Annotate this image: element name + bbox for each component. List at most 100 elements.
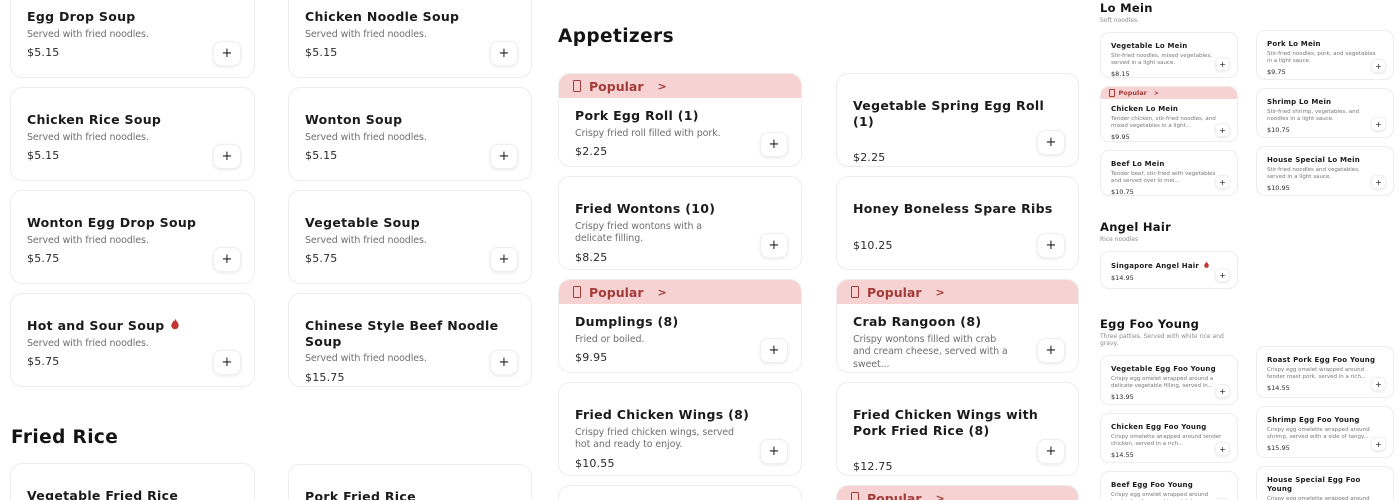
menu-item-card-cut[interactable] — [558, 485, 802, 500]
add-item-button[interactable]: + — [1215, 175, 1230, 189]
item-name: Chicken Egg Foo Young — [1111, 423, 1207, 431]
popular-badge[interactable]: Popular > — [559, 74, 801, 98]
menu-item-card[interactable]: Popular > Dumplings (8) Fried or boiled.… — [558, 279, 802, 373]
menu-column-appetizers-2: Vegetable Spring Egg Roll (1) $2.25 + Ho… — [836, 73, 1079, 500]
menu-item-card[interactable]: Vegetable Soup Served with fried noodles… — [288, 190, 532, 284]
menu-item-card[interactable]: Chinese Style Beef Noodle Soup Served wi… — [288, 293, 532, 387]
menu-item-card[interactable]: Vegetable Egg Foo Young Crispy egg omele… — [1100, 355, 1238, 405]
add-item-button[interactable]: + — [490, 247, 518, 272]
add-item-button[interactable]: + — [1371, 59, 1386, 73]
item-price: $15.75 — [305, 371, 345, 385]
add-item-button[interactable]: + — [760, 439, 788, 464]
add-item-button[interactable]: + — [1215, 123, 1230, 137]
section-subtitle: Three patties. Served with white rice an… — [1100, 333, 1224, 347]
section-subtitle: Rice noodles — [1100, 236, 1139, 243]
plus-icon: + — [1219, 444, 1226, 454]
menu-item-card[interactable]: Roast Pork Egg Foo Young Crispy egg omel… — [1256, 346, 1394, 398]
add-item-button[interactable]: + — [1371, 117, 1386, 131]
item-name: Beef Lo Mein — [1111, 160, 1165, 168]
popular-glyph-icon — [1109, 89, 1115, 97]
menu-item-card[interactable]: Popular > Chicken Lo Mein Tender chicken… — [1100, 86, 1238, 142]
add-item-button[interactable]: + — [213, 144, 241, 169]
menu-item-card-cut[interactable]: Popular > — [836, 485, 1079, 500]
menu-item-card[interactable]: Shrimp Lo Mein Stir-fried shrimp, vegeta… — [1256, 88, 1394, 138]
plus-icon: + — [1219, 59, 1226, 69]
item-name: Egg Drop Soup — [27, 9, 136, 24]
menu-item-card[interactable]: Chicken Noodle Soup Served with fried no… — [288, 0, 532, 78]
item-description: Served with fried noodles. — [27, 234, 149, 246]
add-item-button[interactable]: + — [1037, 338, 1065, 363]
item-price: $12.75 — [853, 460, 893, 474]
add-item-button[interactable]: + — [490, 350, 518, 375]
item-description: Fried or boiled. — [575, 333, 645, 345]
item-price: $5.75 — [305, 252, 338, 266]
item-name: Shrimp Lo Mein — [1267, 98, 1332, 106]
popular-badge[interactable]: Popular > — [559, 280, 801, 304]
menu-item-card[interactable]: Fried Chicken Wings with Pork Fried Rice… — [836, 382, 1079, 476]
item-price: $2.25 — [853, 151, 886, 165]
item-name: Pork Lo Mein — [1267, 40, 1321, 48]
add-item-button[interactable]: + — [1037, 233, 1065, 258]
item-price: $13.95 — [1111, 393, 1134, 402]
add-item-button[interactable]: + — [1215, 57, 1230, 71]
item-price: $8.15 — [1111, 70, 1130, 78]
add-item-button[interactable]: + — [1371, 437, 1386, 451]
item-description: Crispy omelette wrapped around tender ch… — [1111, 434, 1222, 448]
menu-item-card[interactable]: House Special Lo Mein Stir-fried noodles… — [1256, 146, 1394, 196]
menu-item-card[interactable]: Fried Chicken Wings (8) Crispy fried chi… — [558, 382, 802, 476]
menu-item-card[interactable]: Popular > Crab Rangoon (8) Crispy wonton… — [836, 279, 1079, 373]
popular-glyph-icon — [573, 286, 581, 298]
add-item-button[interactable]: + — [490, 144, 518, 169]
popular-badge[interactable]: Popular > — [837, 280, 1078, 304]
item-name: Fried Wontons (10) — [575, 201, 716, 216]
item-price: $9.95 — [1111, 133, 1130, 142]
item-name: Roast Pork Egg Foo Young — [1267, 356, 1376, 364]
menu-item-card[interactable]: Egg Drop Soup Served with fried noodles.… — [10, 0, 255, 78]
menu-item-card[interactable]: Pork Lo Mein Stir-fried noodles, pork, a… — [1256, 30, 1394, 80]
menu-item-card[interactable]: Chicken Rice Soup Served with fried nood… — [10, 87, 255, 181]
menu-item-card[interactable]: Popular > Pork Egg Roll (1) Crispy fried… — [558, 73, 802, 167]
item-description: Crispy egg omelet wrapped around tender … — [1267, 367, 1367, 381]
item-price: $10.55 — [575, 457, 615, 471]
popular-badge[interactable]: Popular > — [837, 486, 1078, 500]
add-item-button[interactable]: + — [1215, 268, 1230, 282]
menu-item-card[interactable]: Hot and Sour Soup Served with fried nood… — [10, 293, 255, 387]
add-item-button[interactable]: + — [1037, 439, 1065, 464]
plus-icon: + — [1045, 135, 1057, 150]
menu-item-card[interactable]: Singapore Angel Hair $14.95 + — [1100, 251, 1238, 289]
popular-label: Popular — [589, 284, 644, 300]
menu-item-card[interactable]: Pork Fried Rice — [288, 464, 532, 500]
add-item-button[interactable]: + — [213, 41, 241, 66]
menu-item-card[interactable]: Vegetable Lo Mein Stir-fried noodles, mi… — [1100, 32, 1238, 78]
add-item-button[interactable]: + — [1037, 130, 1065, 155]
add-item-button[interactable]: + — [213, 247, 241, 272]
add-item-button[interactable]: + — [760, 338, 788, 363]
menu-item-card-cut[interactable]: Beef Egg Foo Young Crispy egg omelet wra… — [1100, 471, 1238, 500]
add-item-button[interactable]: + — [1215, 442, 1230, 456]
menu-item-card[interactable]: Chicken Egg Foo Young Crispy omelette wr… — [1100, 413, 1238, 463]
menu-item-card[interactable]: Fried Wontons (10) Crispy fried wontons … — [558, 176, 802, 270]
popular-badge[interactable]: Popular > — [1101, 87, 1237, 99]
add-item-button[interactable]: + — [760, 132, 788, 157]
menu-item-card[interactable]: Vegetable Spring Egg Roll (1) $2.25 + — [836, 73, 1079, 167]
menu-item-card-cut[interactable]: House Special Egg Foo Young Crispy egg o… — [1256, 466, 1394, 500]
plus-icon: + — [221, 252, 233, 267]
add-item-button[interactable]: + — [490, 41, 518, 66]
menu-item-card[interactable]: Vegetable Fried Rice — [10, 463, 255, 500]
plus-icon: + — [221, 355, 233, 370]
menu-item-card[interactable]: Beef Lo Mein Tender beef, stir-fried wit… — [1100, 150, 1238, 196]
menu-item-card[interactable]: Wonton Soup Served with fried noodles. $… — [288, 87, 532, 181]
item-description: Served with fried noodles. — [27, 28, 149, 40]
menu-item-card[interactable]: Wonton Egg Drop Soup Served with fried n… — [10, 190, 255, 284]
menu-item-card[interactable]: Shrimp Egg Foo Young Crispy egg omelette… — [1256, 406, 1394, 458]
chevron-right-icon: > — [935, 491, 945, 500]
add-item-button[interactable]: + — [1371, 175, 1386, 189]
add-item-button[interactable]: + — [1371, 377, 1386, 391]
add-item-button[interactable]: + — [1215, 384, 1230, 398]
menu-item-card[interactable]: Honey Boneless Spare Ribs $10.25 + — [836, 176, 1079, 270]
item-name: Vegetable Lo Mein — [1111, 42, 1188, 50]
plus-icon: + — [768, 343, 780, 358]
add-item-button[interactable]: + — [760, 233, 788, 258]
popular-label: Popular — [867, 284, 922, 300]
add-item-button[interactable]: + — [213, 350, 241, 375]
